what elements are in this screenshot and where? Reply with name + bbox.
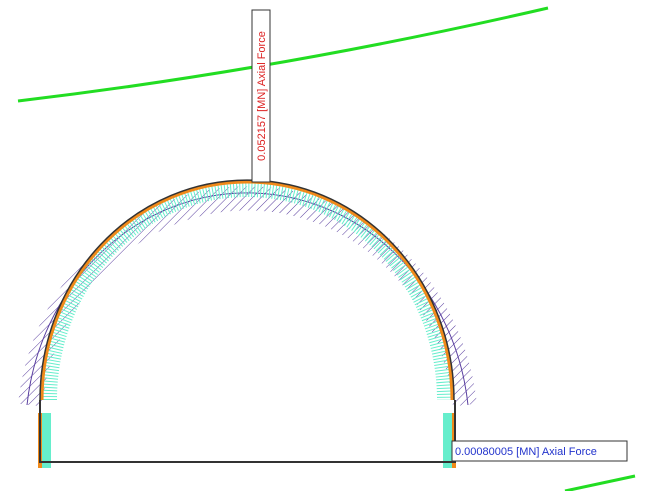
axial-force-label: 0.052157 [MN] Axial Force bbox=[256, 31, 268, 161]
axial-force-diagram bbox=[18, 186, 477, 407]
wall-force bbox=[41, 413, 51, 468]
ground-line bbox=[17, 6, 549, 103]
axial-force-label: 0.00080005 [MN] Axial Force bbox=[455, 446, 597, 458]
diagram-outline bbox=[26, 192, 469, 406]
label-box bbox=[451, 440, 628, 462]
tunnel-lining bbox=[39, 179, 455, 401]
lining-force bbox=[40, 180, 454, 401]
wall-force bbox=[443, 413, 453, 468]
inner-force-ticks bbox=[43, 183, 451, 401]
ground-line bbox=[564, 474, 636, 491]
label-box bbox=[251, 9, 271, 183]
tunnel-walls bbox=[39, 400, 456, 463]
